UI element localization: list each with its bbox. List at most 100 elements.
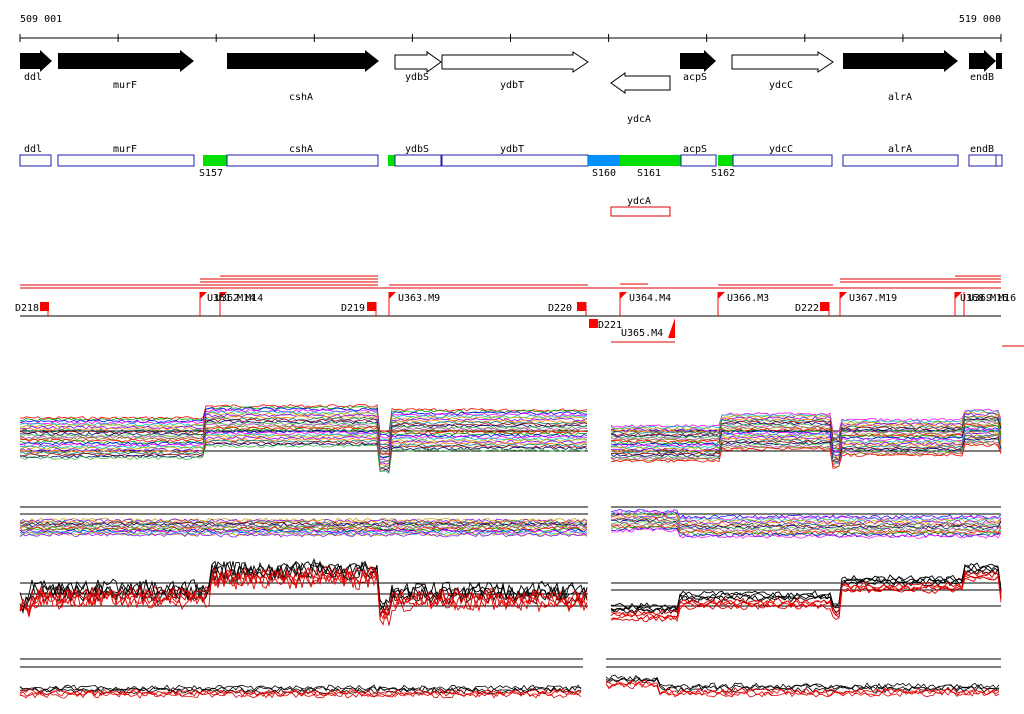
gene-label: cshA [289,92,313,103]
signal-trace [19,532,588,538]
down-marker-D220[interactable] [577,302,586,311]
signal-trace [610,519,1002,530]
gene-arrow-ydbS[interactable] [394,51,442,73]
segment-label: S160 [592,168,616,179]
signal-trace [605,676,1000,692]
signal-trace [19,416,588,446]
up-marker-U367[interactable] [839,292,847,316]
up-marker-U363[interactable] [388,292,396,316]
segment-S160[interactable] [588,155,620,166]
annotation-box-alrA[interactable] [842,154,959,167]
annotation-label: endB [970,144,994,155]
up-marker-U364[interactable] [619,292,627,316]
segment-S162[interactable] [718,155,733,166]
signal-trace [610,516,1002,528]
annotation-label: murF [113,144,137,155]
signal-trace [610,431,1002,457]
signal-trace [610,428,1002,454]
signal-trace [610,513,1002,524]
annotation-box-ydbS[interactable] [394,154,442,167]
signal-trace [610,575,1002,623]
gene-arrow-ydcC[interactable] [731,51,834,73]
down-marker-D219[interactable] [367,302,376,311]
annotation-label: ydbS [405,144,429,155]
gene-arrow-acpS[interactable] [680,50,716,72]
annotation-label: ddl [24,144,42,155]
signal-trace [19,442,588,473]
signal-trace [19,529,588,535]
marker-label: D220 [548,303,572,314]
signal-trace [610,525,1002,537]
annotation-box-cshA[interactable] [226,154,379,167]
annotation-box-ydcC[interactable] [732,154,833,167]
gene-arrow-cshA[interactable] [227,50,379,72]
signal-trace [610,514,1002,526]
annotation-box-ddl[interactable] [19,154,52,167]
marker-track: D218 D219 D220 D221 D222 U361.M14 U362.M… [15,275,1024,347]
annotation-box-murF[interactable] [57,154,195,167]
annotation-box-endB[interactable] [968,154,1003,167]
annotation-box-ydcA[interactable] [610,206,671,217]
gene-arrow-ddl[interactable] [20,50,52,72]
signal-trace [19,691,582,699]
signal-trace [19,689,582,698]
signal-trace [610,424,1002,451]
annotation-label: ydcA [627,196,651,207]
segment-S161[interactable] [620,155,681,166]
signal-trace [19,415,588,446]
signal-trace [610,409,1002,436]
gene-label: murF [113,80,137,91]
marker-label: D219 [341,303,365,314]
signal-trace [19,432,588,463]
signal-trace [19,424,588,455]
up-marker-U366[interactable] [717,292,725,316]
signal-trace [610,422,1002,447]
signal-trace [19,519,588,525]
down-marker-D221[interactable] [589,319,598,328]
segment-label: S157 [199,168,223,179]
signal-trace [19,413,588,442]
signal-trace [19,687,582,695]
down-marker-D222[interactable] [820,302,829,311]
signal-trace [610,436,1002,462]
up-marker-U362[interactable] [219,292,227,316]
signal-trace [19,444,588,475]
signal-trace [19,407,588,438]
signal-trace [19,566,588,620]
up-marker-U361[interactable] [199,292,207,316]
gene-arrow-ydcA[interactable] [610,72,671,94]
signal-trace [19,522,588,528]
signal-trace [610,567,1002,613]
signal-trace [19,437,588,467]
up-marker-U365[interactable] [668,318,675,338]
signal-trace [610,521,1002,533]
up-marker-U368[interactable] [954,292,965,316]
signal-trace [19,404,588,433]
gene-arrow-alrA[interactable] [843,50,958,72]
signal-trace [605,680,1000,697]
gene-arrow-endB[interactable] [969,50,996,72]
segment-green-small[interactable] [388,155,395,166]
gene-label: ddl [24,72,42,83]
gene-label: acpS [683,72,707,83]
signal-trace [610,569,1002,617]
gene-arrow-ydbT[interactable] [441,51,589,73]
annotation-box-acpS[interactable] [680,154,717,167]
annotation-box-ydbT[interactable] [441,154,589,167]
marker-label: U369.M16 [968,293,1016,304]
gene-arrow-murF[interactable] [58,50,194,72]
signal-trace [19,439,588,470]
signal-trace [610,423,1002,450]
marker-label: D222 [795,303,819,314]
segment-label: S161 [637,168,661,179]
marker-label: D218 [15,303,39,314]
segment-S157[interactable] [203,155,227,166]
signal-trace [610,528,1002,539]
gene-label: alrA [888,92,912,103]
annotation-track: ddl murF cshA ydbS ydbT acpS ydcC alrA e… [19,144,1003,217]
annotation-label: ydcC [769,144,793,155]
signal-trace [610,517,1002,529]
down-marker-D218[interactable] [40,302,49,311]
marker-label: U366.M3 [727,293,769,304]
